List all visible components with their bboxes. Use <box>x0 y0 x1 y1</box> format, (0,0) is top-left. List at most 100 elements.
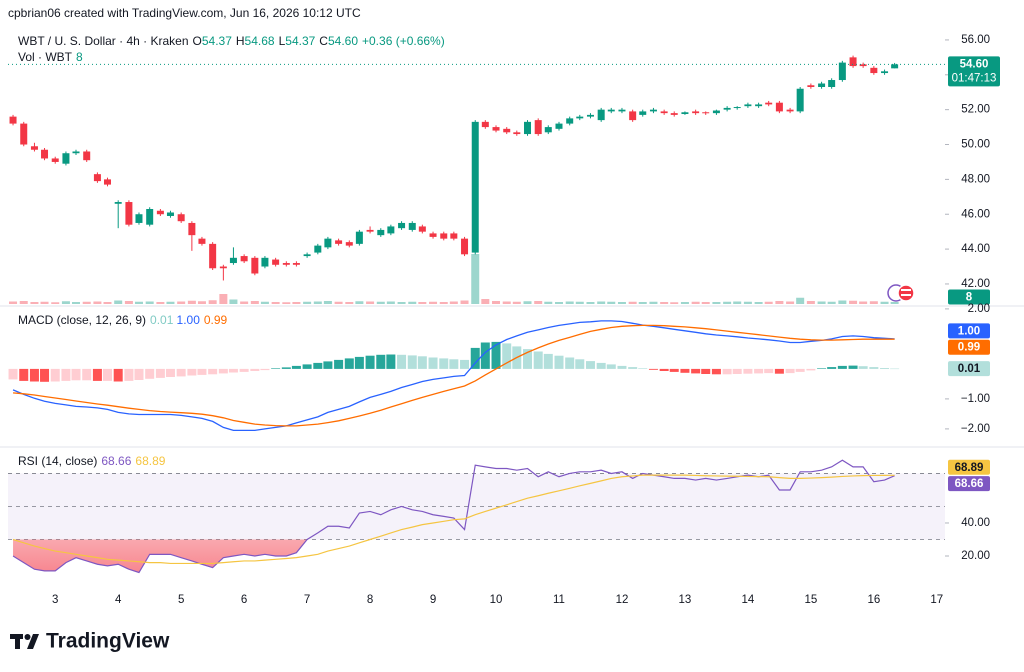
x-tick-label: 17 <box>930 594 943 606</box>
volume-bar <box>512 301 521 304</box>
histogram-bar <box>281 367 291 369</box>
candle-body <box>796 88 804 112</box>
volume-bar <box>418 302 427 304</box>
histogram-bar <box>460 359 470 369</box>
histogram-bar <box>596 362 606 369</box>
candle-body <box>870 67 878 74</box>
candle-body <box>513 132 521 135</box>
histogram-bar <box>8 368 18 380</box>
candle-body <box>103 179 111 185</box>
candle-body <box>849 57 857 67</box>
histogram-bar <box>754 368 764 374</box>
volume-bar <box>187 300 196 304</box>
rsi-line <box>12 459 895 574</box>
histogram-badge: 0.01 <box>958 363 981 375</box>
countdown: 01:47:13 <box>952 72 997 84</box>
histogram-bar <box>407 355 417 369</box>
ohlc-value: 54.37 <box>202 34 232 48</box>
flag-icons <box>887 284 915 302</box>
rsi-band <box>8 473 945 540</box>
ohlc-key: C <box>319 34 328 48</box>
candle-body <box>408 222 416 230</box>
volume-bar <box>481 299 490 304</box>
volume-bar <box>869 301 878 304</box>
y-tick-label: 44.00 <box>961 243 990 255</box>
legend: RSI (14, close) 68.66 68.89 <box>18 454 166 468</box>
histogram-bar <box>806 368 816 371</box>
histogram-bar <box>218 368 228 374</box>
histogram-bar <box>638 368 648 369</box>
x-tick-label: 16 <box>867 594 880 606</box>
histogram-bar <box>302 364 312 369</box>
series-badge: 0.99 <box>958 342 980 354</box>
candle-body <box>261 257 269 267</box>
histogram-bar <box>134 368 144 380</box>
candle-body <box>775 102 783 112</box>
y-tick-label: 46.00 <box>961 208 990 220</box>
histogram-bar <box>155 368 165 378</box>
volume-bar <box>838 300 847 304</box>
candle-body <box>20 123 28 145</box>
histogram-bar <box>102 368 112 381</box>
histogram-bar <box>659 368 669 371</box>
candle-body <box>881 71 889 74</box>
histogram-bar <box>858 366 868 369</box>
candle-body <box>387 226 395 234</box>
candle-body <box>786 109 794 112</box>
histogram-bar <box>470 347 480 369</box>
histogram-bar <box>785 368 795 374</box>
x-tick-label: 5 <box>178 594 184 606</box>
volume-bar <box>250 301 259 304</box>
volume-bar <box>617 302 626 304</box>
ohlc-value: 54.37 <box>285 34 315 48</box>
volume-bar <box>554 302 563 304</box>
histogram-bar <box>848 365 858 369</box>
candle-body <box>209 243 217 269</box>
volume-bar <box>323 301 332 304</box>
volume-bar <box>660 302 669 304</box>
series-badge: 68.89 <box>955 462 984 474</box>
histogram-bar <box>250 368 260 371</box>
volume-bar <box>460 300 469 304</box>
candle-body <box>166 212 174 216</box>
candle-body <box>429 233 437 237</box>
candle-body <box>282 263 290 265</box>
volume-bar <box>345 302 354 304</box>
x-tick-label: 15 <box>804 594 817 606</box>
histogram-bar <box>354 356 364 369</box>
icon <box>901 289 911 291</box>
volume-bar <box>607 301 616 304</box>
histogram-bar <box>575 359 585 369</box>
candle-body <box>398 222 406 229</box>
volume-bar <box>240 301 249 304</box>
volume-bar <box>754 302 763 304</box>
histogram-bar <box>145 368 155 379</box>
volume-bar <box>628 301 637 304</box>
macd-line <box>12 320 895 432</box>
x-tick-label: 13 <box>679 594 692 606</box>
histogram-bar <box>397 354 407 369</box>
volume-bar <box>93 301 102 304</box>
volume-bar <box>19 301 28 304</box>
volume-bar <box>51 302 60 304</box>
volume-bar <box>859 301 868 304</box>
volume-bar <box>786 301 795 304</box>
candle-body <box>534 120 542 135</box>
candle-body <box>807 85 815 87</box>
histogram-bar <box>565 357 575 369</box>
histogram-bar <box>585 361 595 369</box>
series-badge-bg <box>948 323 990 339</box>
histogram-bar <box>61 368 71 381</box>
candle-body <box>198 238 206 244</box>
candle-body <box>114 202 122 204</box>
candle-body <box>471 121 479 253</box>
volume-bar <box>82 301 91 304</box>
candle-body <box>30 146 38 150</box>
candle-body <box>692 111 700 114</box>
candle-body <box>303 254 311 257</box>
candle-body <box>272 259 280 265</box>
candle-body <box>461 238 469 255</box>
volume-bar <box>890 302 899 304</box>
candle-body <box>639 111 647 115</box>
